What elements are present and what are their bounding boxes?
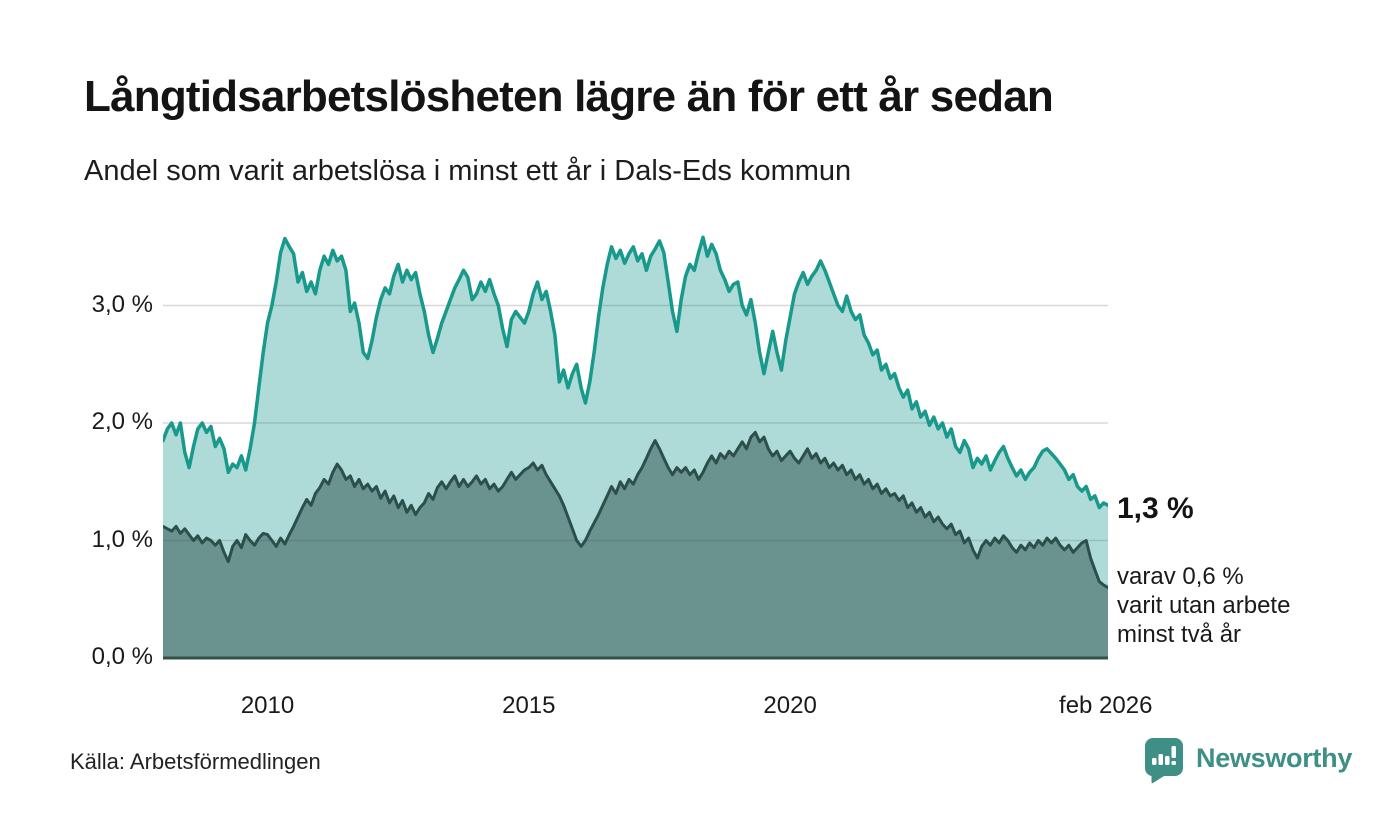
y-tick-label-3: 3,0 % [91,290,153,318]
x-tick-label-2020: 2020 [763,692,817,719]
x-tick-label-feb-2026: feb 2026 [1059,692,1153,719]
annotation-line-3: minst två år [1117,621,1242,648]
plot-area [161,225,1110,661]
annotation-line-2: varit utan arbete [1117,592,1291,619]
x-tick-label-2010: 2010 [240,692,295,719]
unemployment-area-chart [161,235,1110,660]
chart-subtitle: Andel som varit arbetslösa i minst ett å… [84,155,852,187]
latest-value-annotation: 1,3 % [1117,492,1194,525]
y-tick-label-0: 0,0 % [91,643,153,670]
series-2-line [161,430,1110,589]
newsworthy-logo-text: Newsworthy [1196,743,1353,773]
x-tick-label-2015: 2015 [502,692,556,719]
secondary-series-annotation: varav 0,6 % varit utan arbete minst två … [1117,562,1290,649]
y-tick-label-1: 1,0 % [91,525,153,553]
newsworthy-logo: Newsworthy [1144,737,1352,784]
chart-title: Långtidsarbetslösheten lägre än för ett … [84,72,1054,121]
source-credit: Källa: Arbetsförmedlingen [70,749,321,774]
annotation-line-1: varav 0,6 % [1117,563,1244,590]
y-tick-label-2: 2,0 % [91,408,153,435]
series-1-line [161,235,1110,510]
newsworthy-bubble-chart-icon [1145,738,1183,784]
